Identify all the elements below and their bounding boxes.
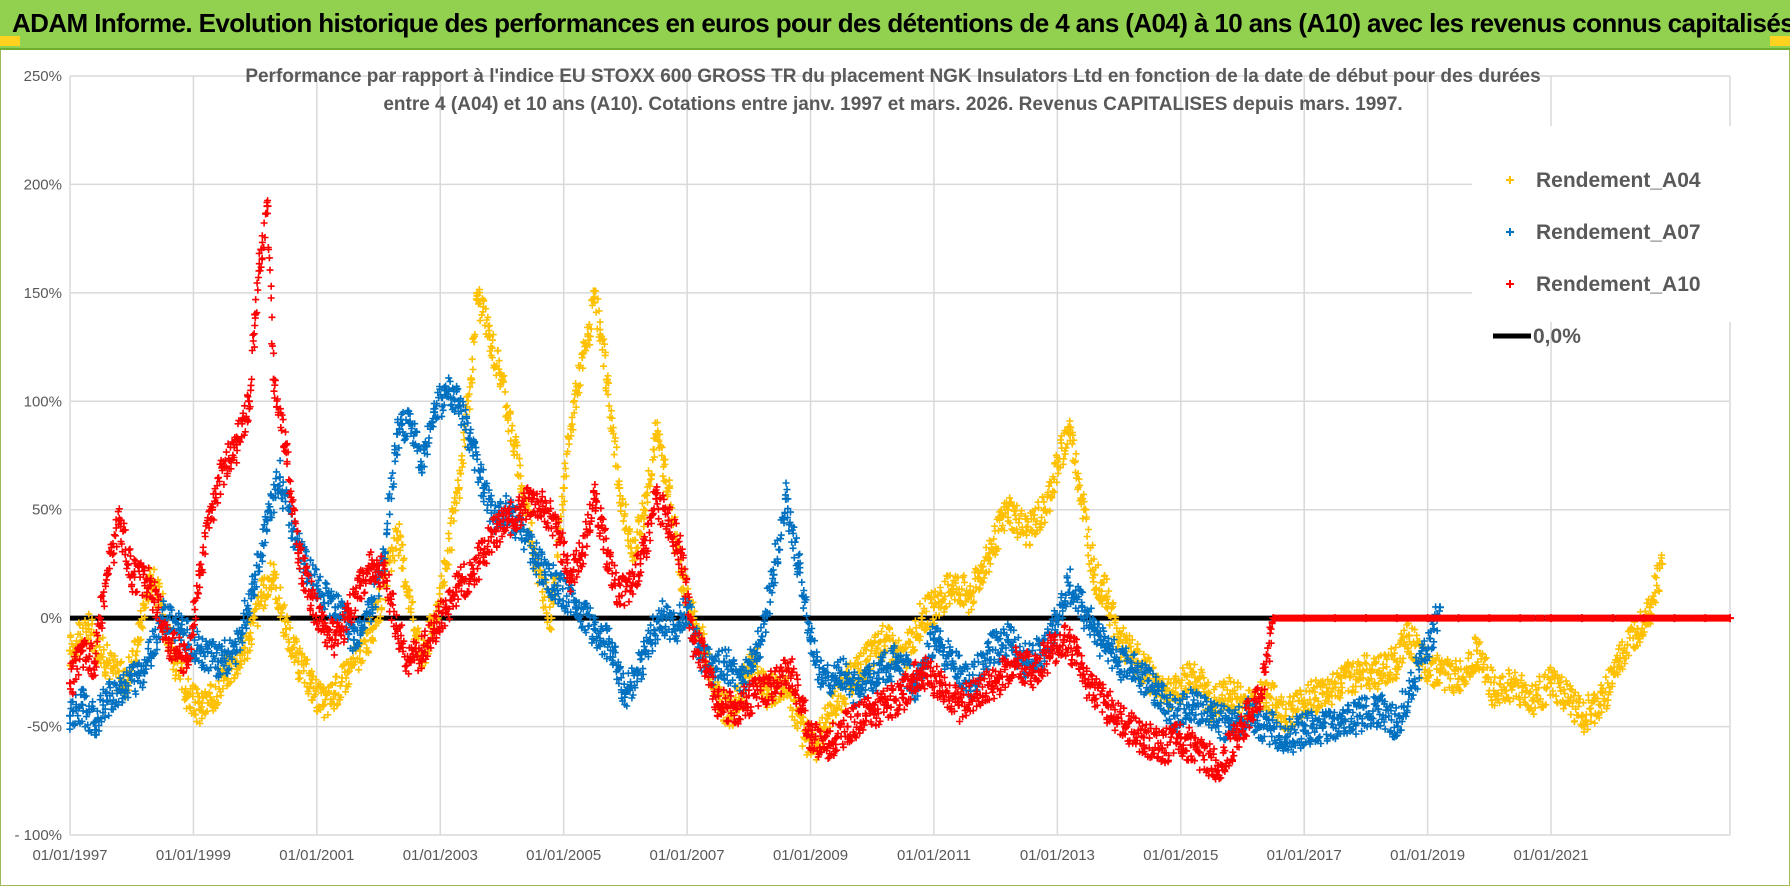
data-point: [1281, 733, 1290, 742]
x-tick-label: 01/01/2011: [897, 847, 971, 864]
x-tick-label: 01/01/2021: [1514, 847, 1589, 864]
banner-corner-left: [0, 36, 20, 46]
banner-title: ADAM Informe. Evolution historique des p…: [12, 8, 1790, 38]
data-point: [356, 581, 365, 590]
series-layer: [66, 197, 1734, 783]
x-tick-label: 01/01/2007: [650, 847, 725, 864]
series-Rendement_A10: [66, 197, 1734, 783]
legend-label: Rendement_A04: [1536, 169, 1701, 192]
marker-cloud: [66, 197, 1733, 783]
series-Rendement_A07: [66, 374, 1444, 756]
x-tick-label: 01/01/2013: [1020, 847, 1095, 864]
data-point: [664, 516, 673, 525]
data-point: [843, 722, 852, 731]
legend-label: Rendement_A10: [1536, 273, 1701, 296]
legend: Rendement_A04 Rendement_A07 Rendement_A10 0…: [1472, 126, 1734, 348]
y-tick-label: 50%: [32, 502, 62, 519]
legend-label: Rendement_A07: [1536, 221, 1701, 244]
y-tick-label: 250%: [24, 68, 62, 85]
legend-swatch: [1506, 280, 1514, 288]
banner: ADAM Informe. Evolution historique des p…: [0, 0, 1790, 50]
y-tick-label: 0%: [40, 610, 62, 627]
x-tick-label: 01/01/2005: [526, 847, 601, 864]
x-tick-label: 01/01/2009: [773, 847, 848, 864]
data-point: [862, 657, 871, 666]
x-tick-label: 01/01/2015: [1143, 847, 1218, 864]
data-point: [639, 505, 648, 514]
banner-corner-right: [1770, 36, 1790, 46]
y-tick-label: 150%: [24, 285, 62, 302]
legend-swatch: [1506, 228, 1514, 236]
x-tick-label: 01/01/2003: [403, 847, 478, 864]
x-tick-label: 01/01/1997: [32, 847, 107, 864]
x-tick-label: 01/01/2017: [1267, 847, 1342, 864]
chart-title-line-2: entre 4 (A04) et 10 ans (A10). Cotations…: [383, 94, 1402, 115]
data-point: [90, 718, 99, 727]
x-tick-label: 01/01/2019: [1390, 847, 1465, 864]
data-point: [244, 397, 253, 406]
x-tick-label: 01/01/2001: [279, 847, 354, 864]
chart: - 100% -50% 0% 50% 100% 150% 200% 250% 01/01/199…: [14, 66, 1734, 864]
y-tick-label: - 100%: [14, 827, 62, 844]
data-point: [66, 711, 74, 720]
legend-label: 0,0%: [1533, 325, 1581, 348]
axis-ticks: - 100% -50% 0% 50% 100% 150% 200% 250% 01/01/199…: [14, 68, 1588, 864]
chart-title-line-1: Performance par rapport à l'indice EU ST…: [245, 66, 1540, 87]
legend-box: [1472, 126, 1734, 322]
y-tick-label: 200%: [24, 176, 62, 193]
y-tick-label: -50%: [27, 719, 62, 736]
y-tick-label: 100%: [24, 393, 62, 410]
data-point: [275, 473, 284, 482]
x-tick-label: 01/01/1999: [156, 847, 231, 864]
legend-swatch: [1506, 176, 1514, 184]
